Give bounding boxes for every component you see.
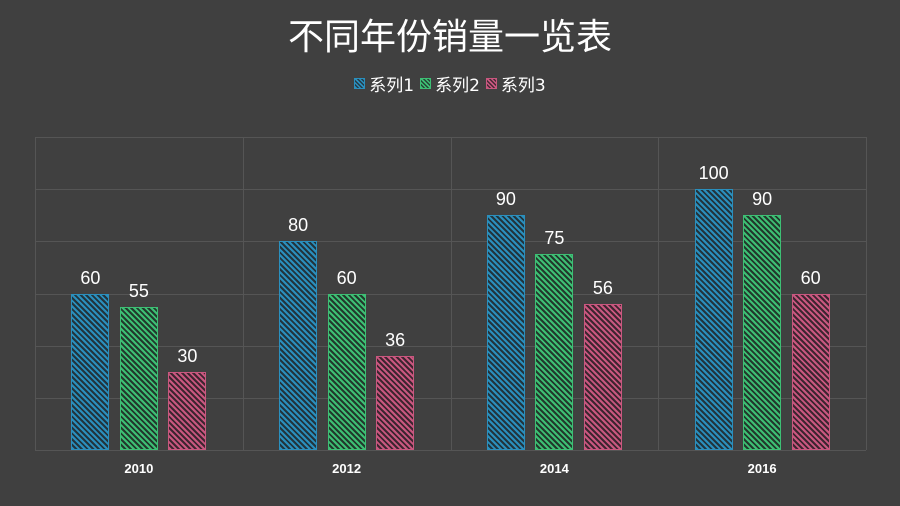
legend-swatch-series1 bbox=[354, 78, 366, 89]
x-axis-label: 2016 bbox=[747, 461, 777, 476]
data-label: 80 bbox=[288, 215, 309, 236]
x-axis-label: 2012 bbox=[332, 461, 362, 476]
legend-label: 系列3 bbox=[500, 76, 546, 96]
legend-label: 系列1 bbox=[369, 76, 415, 96]
legend-swatch-series3 bbox=[485, 78, 497, 89]
legend-item-series1[interactable]: 系列1 bbox=[354, 71, 414, 96]
data-label: 36 bbox=[385, 330, 406, 351]
gridline-horizontal bbox=[35, 398, 866, 399]
data-label: 90 bbox=[752, 189, 773, 210]
data-label: 30 bbox=[177, 345, 198, 366]
bar-series2-2014[interactable] bbox=[535, 254, 574, 450]
gridline-vertical bbox=[866, 137, 867, 450]
x-axis-label: 2014 bbox=[539, 461, 569, 476]
legend-label: 系列2 bbox=[435, 76, 480, 96]
data-label: 60 bbox=[80, 267, 101, 288]
chart-title: 不同年份销量一览表 bbox=[287, 17, 612, 58]
data-label: 60 bbox=[800, 267, 821, 288]
gridline-horizontal bbox=[35, 346, 866, 347]
data-label: 90 bbox=[495, 189, 516, 210]
bar-series3-2016[interactable] bbox=[791, 293, 830, 450]
data-label: 75 bbox=[544, 228, 565, 249]
bar-series3-2012[interactable] bbox=[376, 356, 415, 450]
bar-series2-2016[interactable] bbox=[743, 215, 782, 450]
gridline-horizontal bbox=[35, 294, 866, 295]
bar-series1-2012[interactable] bbox=[279, 241, 318, 450]
x-axis-label: 2010 bbox=[124, 461, 154, 476]
legend-item-series3[interactable]: 系列3 bbox=[485, 71, 546, 96]
data-label: 100 bbox=[698, 163, 729, 184]
bar-series2-2010[interactable] bbox=[119, 306, 158, 450]
gridline-vertical bbox=[451, 137, 452, 450]
bar-series1-2014[interactable] bbox=[486, 215, 525, 450]
data-label: 60 bbox=[336, 267, 357, 288]
bar-series1-2016[interactable] bbox=[694, 189, 733, 450]
legend-item-series2[interactable]: 系列2 bbox=[420, 71, 480, 96]
gridline-vertical bbox=[243, 137, 244, 450]
bar-series3-2010[interactable] bbox=[168, 371, 207, 450]
bar-series1-2010[interactable] bbox=[71, 293, 110, 450]
gridline-horizontal bbox=[35, 241, 866, 242]
data-label: 55 bbox=[128, 280, 149, 301]
gridline-horizontal bbox=[35, 189, 866, 190]
gridline-horizontal bbox=[35, 450, 866, 451]
bar-series2-2012[interactable] bbox=[327, 293, 366, 450]
gridline-vertical bbox=[658, 137, 659, 450]
gridline-vertical bbox=[35, 137, 36, 450]
legend-swatch-series2 bbox=[420, 78, 432, 89]
bar-series3-2014[interactable] bbox=[583, 303, 622, 450]
data-label: 56 bbox=[592, 277, 613, 298]
gridline-horizontal bbox=[35, 137, 866, 138]
legend: 系列1 系列2 系列3 bbox=[0, 71, 900, 96]
